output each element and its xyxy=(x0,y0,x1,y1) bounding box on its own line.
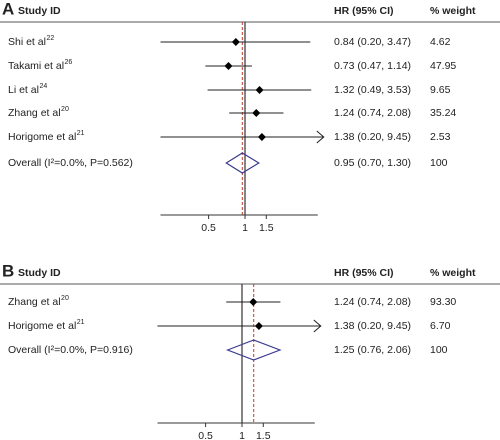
hr-ci-label: 1.38 (0.20, 9.45) xyxy=(334,131,411,143)
study-ref: 20 xyxy=(61,106,69,113)
study-ref: 24 xyxy=(39,83,47,90)
hr-ci-label: 1.32 (0.49, 3.53) xyxy=(334,84,411,96)
hr-ci-label: 1.24 (0.74, 2.08) xyxy=(334,107,411,119)
study-ref: 26 xyxy=(65,59,73,66)
study-name: Horigome et al xyxy=(8,320,76,332)
study-name: Li et al xyxy=(8,84,39,96)
column-header: HR (95% CI) xyxy=(334,267,394,279)
estimate-marker xyxy=(252,109,261,117)
panel-letter: B xyxy=(2,261,14,280)
estimate-marker xyxy=(255,86,264,94)
study-ref: 20 xyxy=(61,295,69,302)
overall-diamond xyxy=(225,339,282,361)
study-name: Shi et al xyxy=(8,36,46,48)
ci-arrow xyxy=(316,130,325,144)
column-header: Study ID xyxy=(18,5,61,17)
estimate-marker xyxy=(224,62,233,70)
estimate-marker xyxy=(257,133,266,141)
study-name: Zhang et al xyxy=(8,296,61,308)
x-tick-label: 0.5 xyxy=(198,430,213,440)
weight-label: 93.30 xyxy=(430,296,456,308)
column-header: HR (95% CI) xyxy=(334,5,394,17)
x-tick-label: 1 xyxy=(242,222,248,234)
overall-label: Overall (I²=0.0%, P=0.916) xyxy=(8,344,133,356)
study-ref: 22 xyxy=(46,35,54,42)
weight-label: 4.62 xyxy=(430,36,451,48)
study-name: Zhang et al xyxy=(8,107,61,119)
hr-ci-label: 0.73 (0.47, 1.14) xyxy=(334,60,411,72)
x-tick-label: 1 xyxy=(239,430,245,440)
overall-diamond xyxy=(225,152,260,174)
hr-ci-label: 0.84 (0.20, 3.47) xyxy=(334,36,411,48)
study-ref: 21 xyxy=(77,130,85,137)
overall-hr-label: 1.25 (0.76, 2.06) xyxy=(334,344,411,356)
hr-ci-label: 1.24 (0.74, 2.08) xyxy=(334,296,411,308)
study-name: Horigome et al xyxy=(8,131,76,143)
ci-arrow xyxy=(313,319,322,333)
overall-hr-label: 0.95 (0.70, 1.30) xyxy=(334,157,411,169)
column-header: % weight xyxy=(430,5,476,17)
weight-label: 9.65 xyxy=(430,84,451,96)
estimate-marker xyxy=(231,38,240,46)
column-header: % weight xyxy=(430,267,476,279)
column-header: Study ID xyxy=(18,267,61,279)
x-tick-label: 0.5 xyxy=(201,222,216,234)
estimate-marker xyxy=(254,322,263,330)
overall-weight: 100 xyxy=(430,157,448,169)
x-tick-label: 1.5 xyxy=(256,430,271,440)
overall-weight: 100 xyxy=(430,344,448,356)
weight-label: 6.70 xyxy=(430,320,451,332)
weight-label: 2.53 xyxy=(430,131,451,143)
study-name: Takami et al xyxy=(8,60,64,72)
x-tick-label: 1.5 xyxy=(259,222,274,234)
panel-letter: A xyxy=(2,0,14,18)
weight-label: 35.24 xyxy=(430,107,456,119)
hr-ci-label: 1.38 (0.20, 9.45) xyxy=(334,320,411,332)
estimate-marker xyxy=(249,298,258,306)
overall-label: Overall (I²=0.0%, P=0.562) xyxy=(8,157,133,169)
study-ref: 21 xyxy=(77,319,85,326)
weight-label: 47.95 xyxy=(430,60,456,72)
